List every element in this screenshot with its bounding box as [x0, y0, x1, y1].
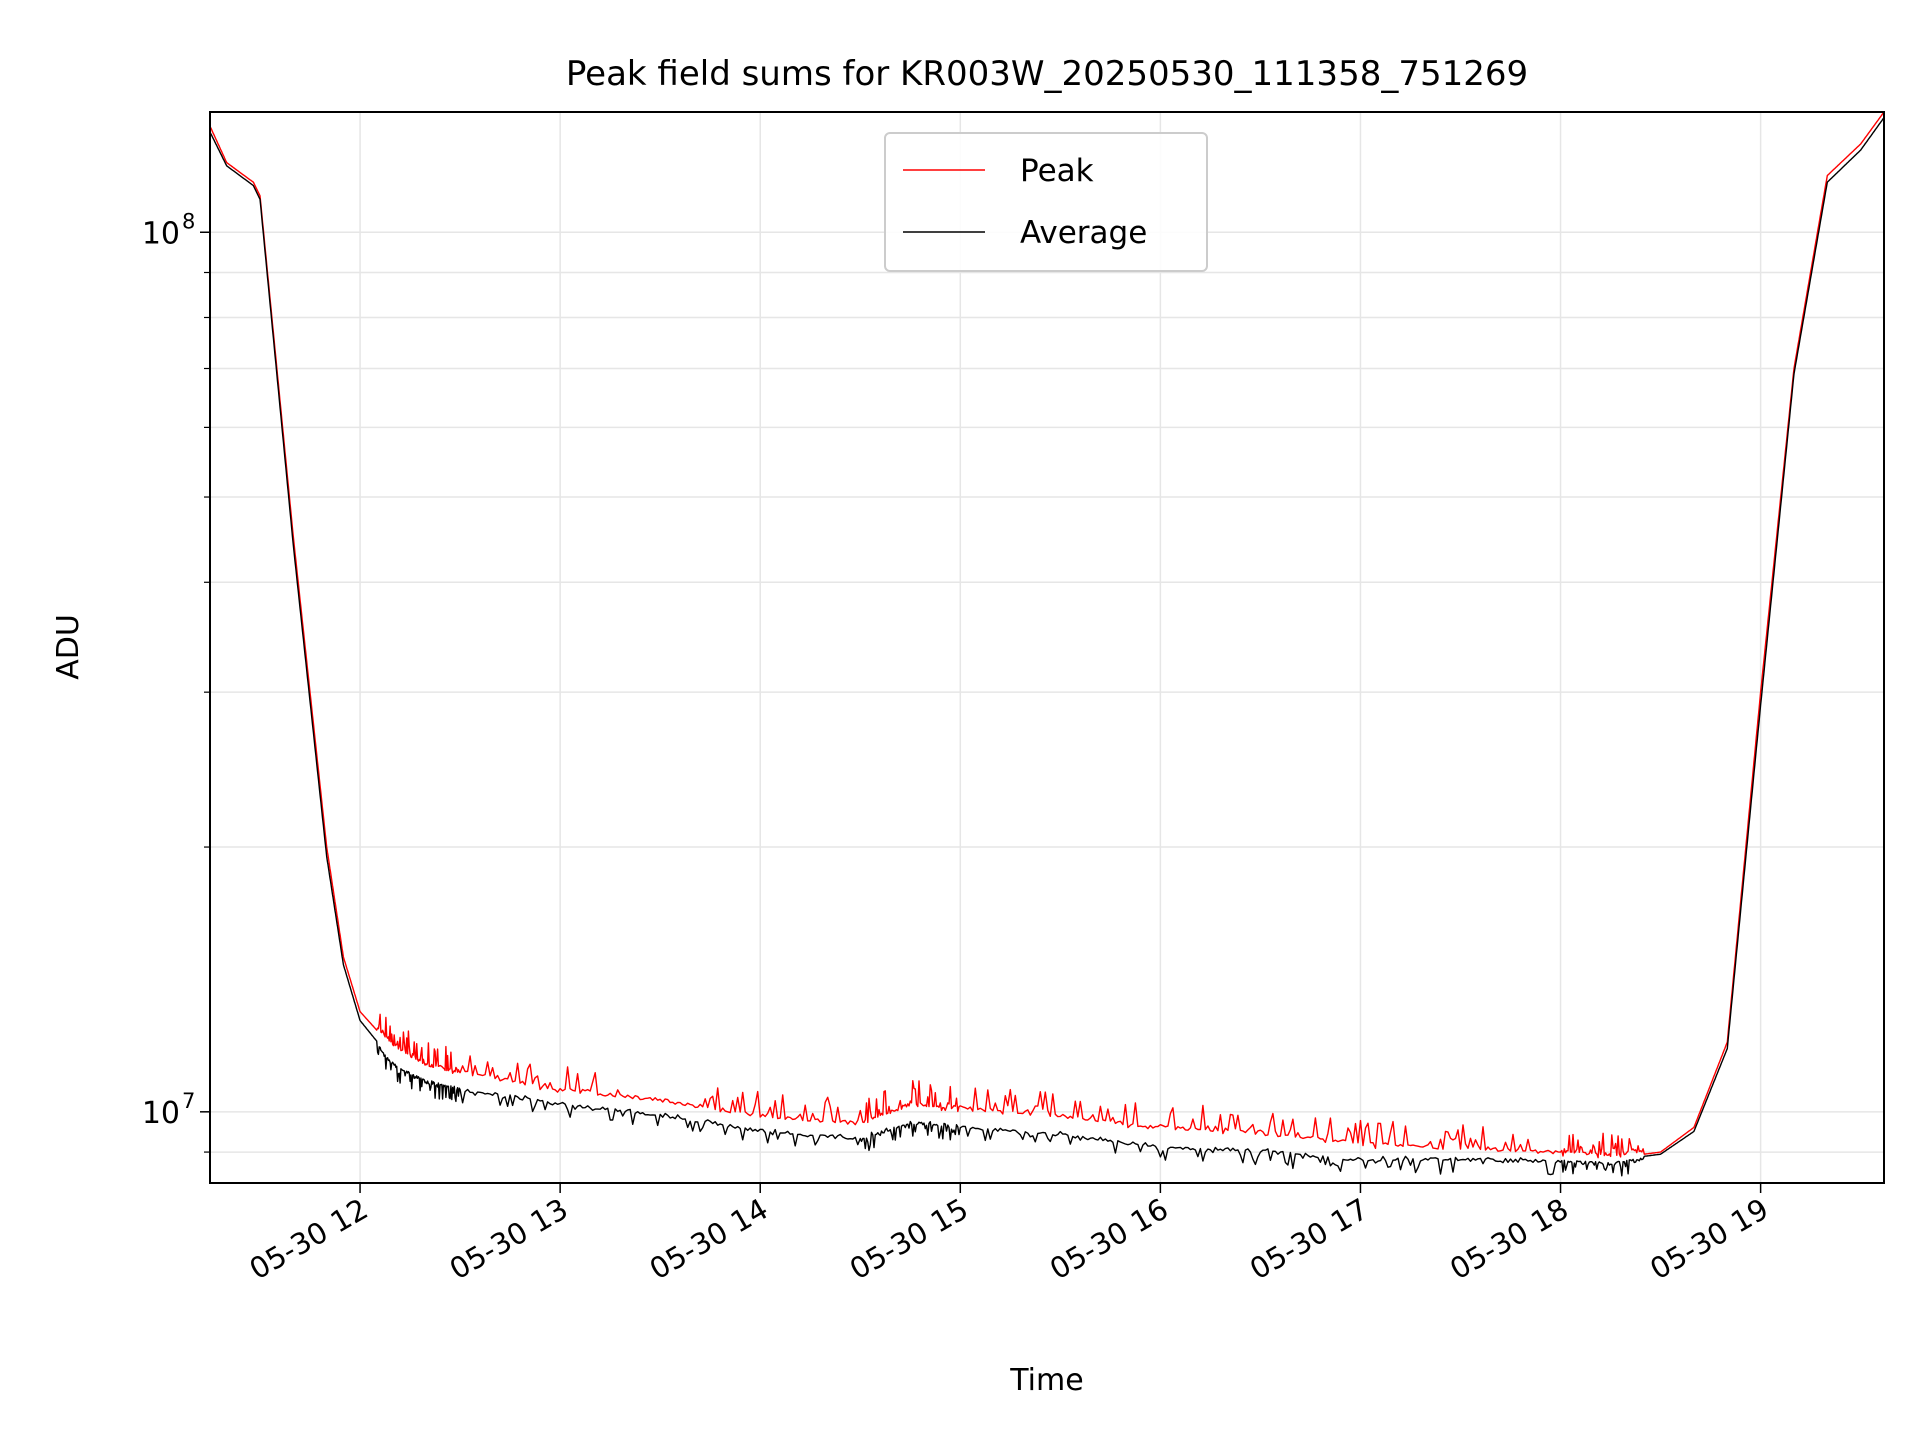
legend-label-average: Average — [1020, 215, 1147, 251]
series-line-average — [209, 117, 1885, 1177]
y-axis-label: ADU — [51, 614, 86, 680]
y-tick-exponent: 7 — [182, 1089, 195, 1113]
legend: Peak Average — [884, 132, 1208, 272]
y-tick-exponent: 8 — [182, 209, 195, 233]
chart-title: Peak field sums for KR003W_20250530_1113… — [566, 54, 1528, 94]
legend-label-peak: Peak — [1020, 153, 1094, 189]
y-tick-label: 10 — [142, 1096, 180, 1131]
grid-lines — [210, 112, 1884, 1183]
y-tick-label: 10 — [142, 216, 180, 251]
x-axis-label: Time — [1009, 1363, 1083, 1398]
legend-box — [884, 132, 1208, 272]
series-line-peak — [209, 111, 1885, 1159]
series-lines — [209, 111, 1885, 1177]
plot-frame — [209, 111, 1885, 1184]
